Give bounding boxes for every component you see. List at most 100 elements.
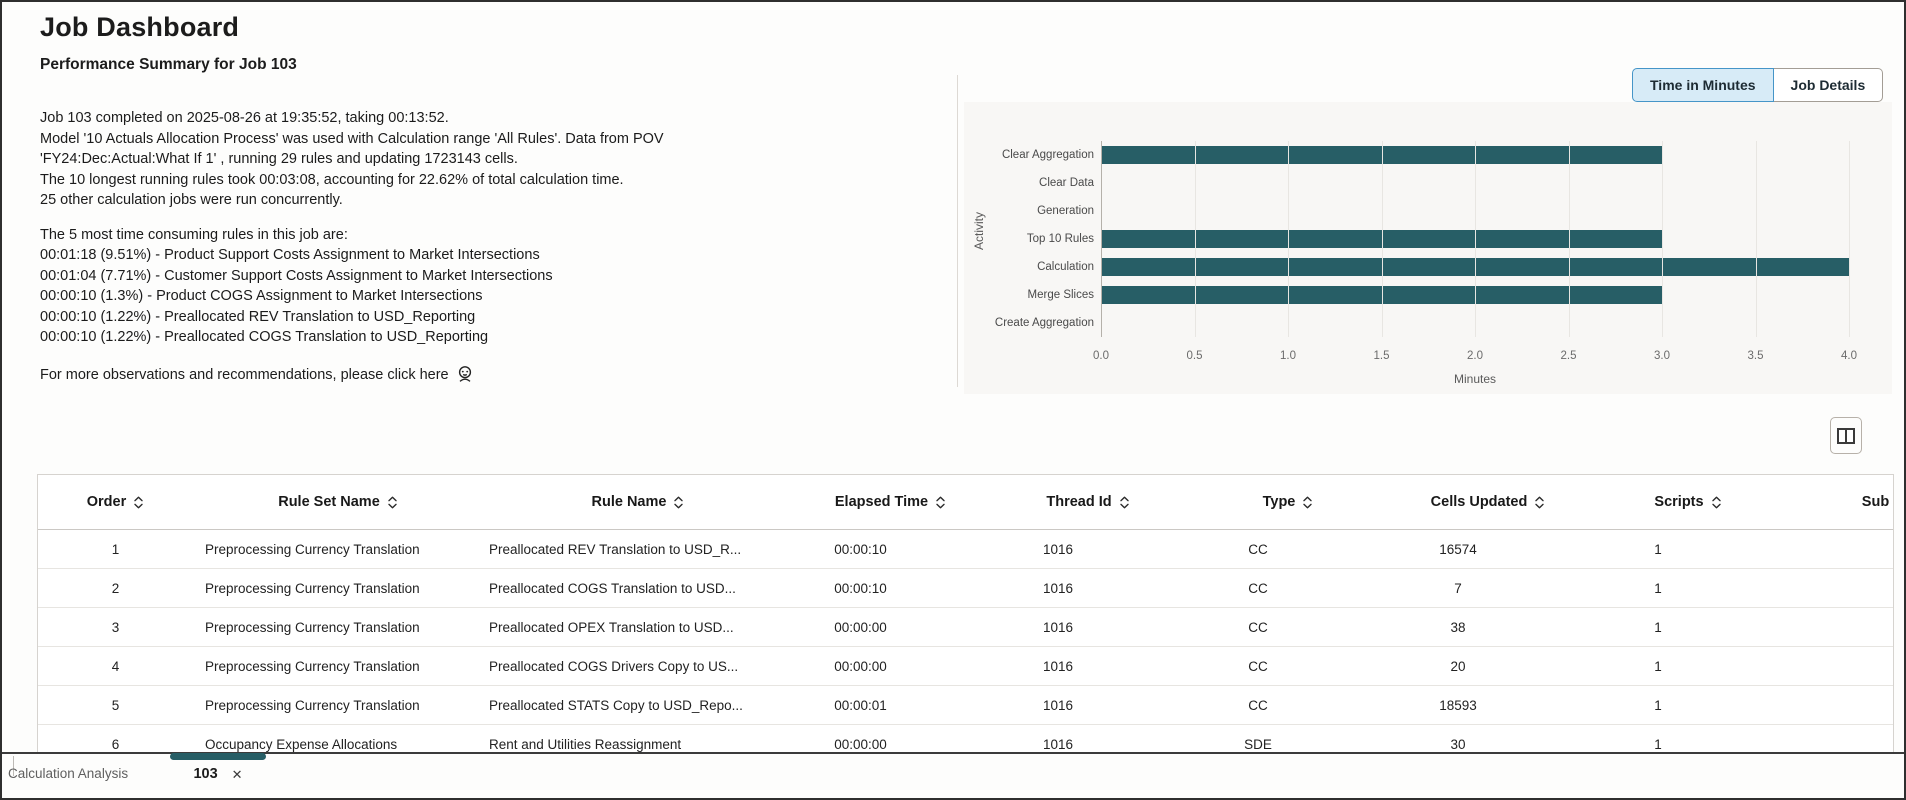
sort-icon[interactable]: [387, 495, 398, 510]
summary-line: Job 103 completed on 2025-08-26 at 19:35…: [40, 110, 449, 126]
sort-icon[interactable]: [133, 495, 144, 510]
summary-line: 'FY24:Dec:Actual:What If 1' , running 29…: [40, 151, 518, 167]
close-icon[interactable]: ✕: [231, 766, 243, 782]
x-tick-label: 2.5: [1560, 350, 1577, 362]
table-cell: 00:00:10: [834, 541, 887, 557]
bar-clear-aggregation: [1102, 146, 1663, 164]
summary-paragraph: The 5 most time consuming rules in this …: [40, 225, 920, 348]
assistant-icon: [456, 365, 474, 386]
summary-paragraphs: Job 103 completed on 2025-08-26 at 19:35…: [40, 108, 920, 348]
toggle-panel-button[interactable]: [1830, 417, 1862, 454]
toggle-job-details[interactable]: Job Details: [1773, 68, 1884, 102]
chart-row: Clear Data: [964, 169, 1849, 197]
y-category-label: Create Aggregation: [994, 317, 1094, 329]
chart-gridline: [1475, 141, 1476, 337]
table-cell: 1: [1654, 541, 1662, 557]
chart-gridline: [1755, 141, 1757, 337]
table-cell: CC: [1248, 697, 1268, 713]
table-cell: Preallocated OPEX Translation to USD...: [489, 619, 734, 635]
sort-icon[interactable]: [1302, 495, 1313, 510]
assistant-link-button[interactable]: [456, 365, 474, 386]
table-cell: 3: [111, 619, 120, 635]
table-cell: 00:00:00: [834, 658, 887, 674]
bar-track: [1102, 253, 1850, 281]
chart-row: Clear Aggregation: [964, 141, 1849, 169]
column-header-cells-updated[interactable]: Cells Updated: [1388, 494, 1588, 510]
tab-job-103[interactable]: 103 ✕: [170, 753, 266, 794]
split-panel-icon: [1837, 427, 1855, 444]
sort-icon[interactable]: [935, 495, 946, 510]
y-category-label: Merge Slices: [1027, 289, 1094, 301]
column-header-label: Cells Updated: [1430, 494, 1528, 510]
column-header-rule-name[interactable]: Rule Name: [483, 494, 793, 510]
sort-icon[interactable]: [673, 495, 684, 510]
x-tick-label: 2.0: [1467, 350, 1483, 362]
column-header-label: Thread Id: [1046, 494, 1112, 510]
table-cell: 1: [1654, 736, 1662, 752]
table-cell: 1016: [1042, 541, 1074, 557]
table-cell: 5: [111, 697, 120, 713]
sort-icon[interactable]: [1534, 495, 1545, 510]
column-header-type[interactable]: Type: [1188, 494, 1388, 510]
table-cell: 00:00:01: [834, 697, 887, 713]
table-cell: Preallocated STATS Copy to USD_Repo...: [489, 697, 743, 713]
tab-group-label: Calculation Analysis: [8, 766, 129, 781]
table-row: 6 Occupancy Expense Allocations Rent and U…: [38, 725, 1893, 753]
column-header-label: Scripts: [1654, 494, 1704, 510]
table-cell: 2: [111, 580, 120, 596]
column-header-label: Rule Name: [591, 494, 667, 510]
column-header-label: Sub: [1861, 494, 1890, 510]
chart-row: Generation: [964, 197, 1849, 225]
table-header-row: Order Rule Set Name Rule Name Elapsed Time T…: [38, 475, 1893, 530]
summary-line: 00:00:10 (1.22%) - Preallocated REV Tran…: [40, 308, 476, 325]
sort-icon[interactable]: [1711, 495, 1722, 510]
table-cell: Rent and Utilities Reassignment: [489, 736, 682, 752]
table-cell: Occupancy Expense Allocations: [205, 736, 398, 752]
summary-line: 00:00:10 (1.3%) - Product COGS Assignmen…: [40, 288, 483, 304]
table-cell: Preallocated REV Translation to USD_R...: [489, 541, 742, 557]
column-header-label: Order: [86, 494, 127, 510]
chart-gridline: [1288, 141, 1289, 337]
y-category-label: Clear Aggregation: [1001, 149, 1094, 161]
performance-summary-section: Performance Summary for Job 103 Job 103 …: [40, 56, 920, 386]
summary-line: 00:00:10 (1.22%) - Preallocated COGS Tra…: [40, 329, 489, 345]
bar-track: [1102, 281, 1849, 309]
column-header-order[interactable]: Order: [38, 494, 193, 510]
table-cell: Preprocessing Currency Translation: [205, 580, 420, 596]
chart-row: Merge Slices: [964, 281, 1849, 309]
bar-top-10-rules: [1102, 230, 1663, 248]
x-tick-label: 3.0: [1654, 350, 1670, 362]
chart-gridline: [1662, 141, 1663, 337]
table-cell: 16574: [1439, 541, 1477, 557]
table-cell: 1: [1654, 697, 1662, 713]
y-category-label: Top 10 Rules: [1026, 233, 1094, 245]
table-cell: 1016: [1042, 619, 1074, 635]
table-cell: 7: [1454, 580, 1462, 596]
column-header-scripts[interactable]: Scripts: [1588, 494, 1788, 510]
table-cell: 4: [111, 658, 120, 674]
column-header-rule-set-name[interactable]: Rule Set Name: [193, 494, 483, 510]
x-tick-label: 0.5: [1186, 350, 1203, 362]
table-cell: 6: [111, 736, 120, 752]
column-header-elapsed-time[interactable]: Elapsed Time: [793, 494, 988, 510]
table-cell: 1: [1654, 658, 1662, 674]
column-header-sub[interactable]: Sub: [1788, 494, 1893, 510]
summary-line: 00:01:04 (7.71%) - Customer Support Cost…: [40, 267, 553, 284]
chart-view-toggle: Time in Minutes Job Details: [1632, 68, 1884, 102]
more-observations-text: For more observations and recommendation…: [40, 367, 449, 383]
bar-track: [1102, 141, 1849, 169]
toggle-time-in-minutes[interactable]: Time in Minutes: [1632, 68, 1774, 102]
table-row: 3 Preprocessing Currency Translation Preal…: [38, 608, 1893, 647]
summary-line: 25 other calculation jobs were run concu…: [40, 192, 343, 208]
sort-icon[interactable]: [1119, 495, 1130, 510]
bar-calculation: [1102, 258, 1850, 276]
bar-track: [1102, 225, 1849, 253]
table-cell: 1: [1654, 580, 1662, 596]
x-tick-label: 3.5: [1747, 350, 1764, 362]
column-header-thread-id[interactable]: Thread Id: [988, 494, 1188, 510]
column-header-label: Type: [1262, 494, 1296, 510]
table-cell: 1016: [1042, 697, 1074, 713]
more-observations-line: For more observations and recommendation…: [40, 365, 920, 386]
table-cell: Preprocessing Currency Translation: [205, 541, 420, 557]
